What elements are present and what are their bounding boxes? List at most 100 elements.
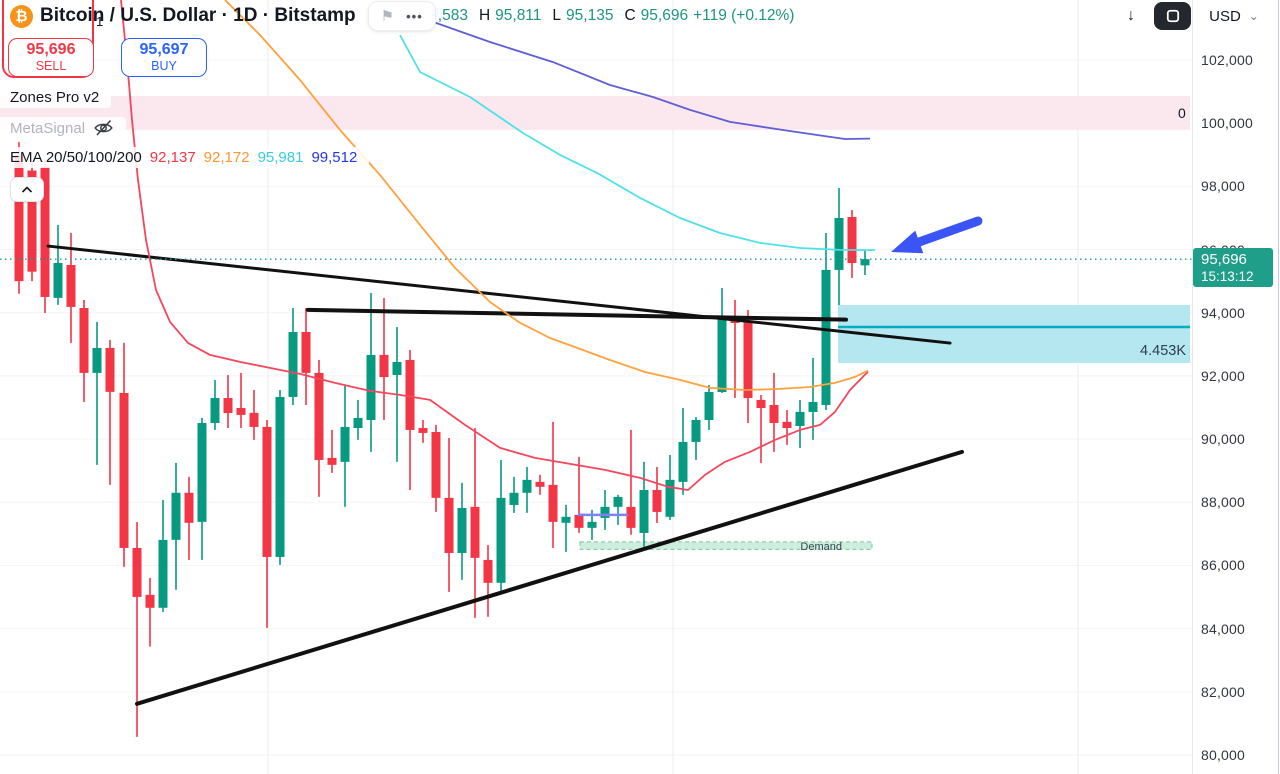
- axis-tick-label: 82,000: [1201, 683, 1246, 700]
- topbar: ₿ Bitcoin / U.S. Dollar · 1D · Bitstamp …: [0, 0, 1192, 32]
- ema-line-3: [399, 34, 876, 251]
- axis-tick-label: 80,000: [1201, 747, 1246, 763]
- eye-off-icon[interactable]: [93, 119, 114, 137]
- symbol-title[interactable]: Bitcoin / U.S. Dollar · 1D · Bitstamp: [40, 5, 356, 26]
- ema20-value: 92,137: [149, 149, 196, 166]
- chevron-up-icon: [21, 185, 33, 193]
- chart-canvas[interactable]: 0 4.453K Demand: [0, 0, 1192, 774]
- indicator-name: EMA 20/50/100/200: [10, 149, 142, 166]
- indicator-row-metasignal[interactable]: MetaSignal: [0, 117, 127, 139]
- zone-volume-label: 4.453K: [1140, 343, 1186, 359]
- candle-body: [301, 331, 311, 373]
- current-price-badge: 95,696 15:13:12: [1193, 248, 1273, 288]
- candle-body: [158, 539, 168, 608]
- more-options-button[interactable]: •••: [406, 8, 423, 24]
- ema-line-4: [432, 21, 871, 140]
- candle-body: [535, 481, 545, 487]
- candle-body: [249, 412, 259, 427]
- currency-value: USD: [1209, 7, 1241, 25]
- ema-line-2: [224, 0, 869, 391]
- screenshot-frame-icon: [1166, 9, 1179, 23]
- candle-body: [171, 492, 181, 540]
- currency-dropdown[interactable]: USD ⌄: [1195, 2, 1273, 30]
- ema-line-1: [120, 0, 869, 491]
- arrow-shaft: [907, 216, 983, 250]
- quantity-label[interactable]: 1: [96, 14, 104, 29]
- candle-body: [509, 492, 519, 505]
- candle-body: [366, 354, 376, 420]
- candle-body: [639, 489, 649, 533]
- candle-body: [431, 431, 441, 498]
- candle-body: [782, 421, 792, 429]
- bitcoin-logo-icon: ₿: [10, 4, 33, 28]
- candle-body: [574, 514, 584, 528]
- candle-body: [548, 484, 558, 522]
- order-panel: 95,696 SELL 95,697 BUY: [8, 38, 207, 77]
- ema200-value: 99,512: [311, 149, 358, 166]
- candle-body: [327, 457, 337, 465]
- buy-price: 95,697: [139, 40, 189, 58]
- candle-body: [197, 422, 207, 522]
- candle-body: [353, 417, 363, 429]
- candle-body: [665, 479, 675, 517]
- buy-label: BUY: [151, 58, 177, 73]
- candle-body: [145, 594, 155, 608]
- indicator-row-ema[interactable]: EMA 20/50/100/200 92,137 92,172 95,981 9…: [0, 147, 370, 168]
- topbar-right-buttons: ↓ USD ⌄: [1112, 2, 1273, 30]
- bar-countdown: 15:13:12: [1201, 269, 1254, 285]
- candle-body: [14, 154, 24, 282]
- symbol-toolbar: ⚑ •••: [367, 1, 436, 31]
- candle-body: [418, 428, 428, 433]
- ema100-value: 95,981: [257, 149, 304, 166]
- candle-body: [66, 265, 76, 307]
- trendline: [306, 307, 848, 322]
- chevron-down-icon: ⌄: [1248, 9, 1259, 23]
- high-label: H: [478, 7, 491, 24]
- candle-body: [769, 404, 779, 423]
- ema50-value: 92,172: [203, 149, 250, 166]
- candle-body: [561, 516, 571, 523]
- demand-zone-label: Demand: [800, 541, 842, 553]
- candle-body: [457, 507, 467, 553]
- buy-button[interactable]: 95,697 BUY: [121, 38, 207, 77]
- axis-tick-label: 84,000: [1201, 620, 1246, 637]
- candle-body: [92, 347, 102, 373]
- flag-icon[interactable]: ⚑: [380, 8, 395, 25]
- candle-body: [223, 398, 233, 414]
- candle-body: [743, 322, 753, 399]
- candle-body: [210, 398, 220, 423]
- download-button[interactable]: ↓: [1112, 2, 1150, 30]
- collapse-legend-button[interactable]: [10, 177, 44, 202]
- candle-body: [652, 489, 662, 512]
- high-value: 95,811: [495, 7, 542, 24]
- candle-body: [236, 407, 246, 415]
- candle-body: [678, 441, 688, 482]
- screenshot-button[interactable]: [1154, 2, 1191, 30]
- axis-tick-label: 92,000: [1201, 367, 1246, 384]
- price-axis[interactable]: 102,000100,00098,00096,00094,00092,00090…: [1192, 0, 1280, 774]
- axis-tick-label: 90,000: [1201, 431, 1246, 448]
- supply-zone-label: 0: [1178, 105, 1186, 121]
- candle-body: [119, 392, 129, 548]
- candle-body: [691, 419, 701, 442]
- candle-body: [27, 170, 37, 272]
- trendline: [135, 449, 964, 706]
- current-price: 95,696: [1201, 251, 1247, 269]
- close-label: C: [624, 7, 636, 24]
- candle-body: [392, 362, 402, 375]
- candle-body: [405, 359, 415, 430]
- sell-button[interactable]: 95,696 SELL: [8, 38, 94, 77]
- indicator-row-zones-pro[interactable]: Zones Pro v2: [0, 87, 112, 108]
- candle-body: [275, 396, 285, 557]
- candle-body: [79, 307, 89, 373]
- axis-tick-label: 94,000: [1201, 304, 1246, 321]
- candle-body: [847, 217, 857, 263]
- candle-body: [288, 331, 298, 397]
- sell-price: 95,696: [26, 40, 76, 58]
- candle-body: [262, 426, 272, 557]
- candle-body: [340, 426, 350, 462]
- low-label: L: [552, 7, 562, 24]
- resistance-zone: [838, 304, 1190, 363]
- candle-body: [496, 497, 506, 583]
- low-value: 95,135: [566, 7, 614, 24]
